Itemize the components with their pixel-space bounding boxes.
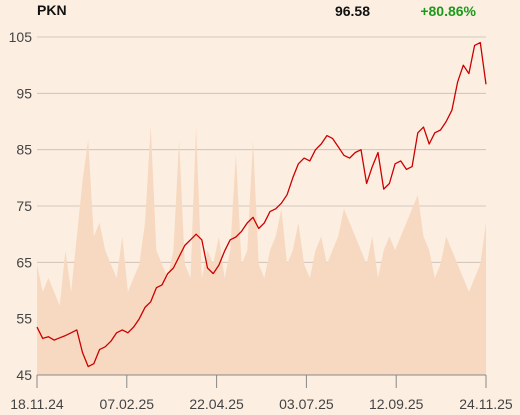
y-tick-label-75: 75 xyxy=(16,198,32,214)
x-tick-label: 12.09.25 xyxy=(369,396,424,412)
y-tick-label-45: 45 xyxy=(16,367,32,383)
ticker-symbol: PKN xyxy=(37,2,67,18)
x-tick-label: 07.02.25 xyxy=(100,396,155,412)
volume-area xyxy=(37,125,486,375)
price-line xyxy=(36,41,487,368)
y-tick-label-105: 105 xyxy=(9,29,33,45)
y-tick-label-95: 95 xyxy=(16,85,32,101)
y-tick-label-85: 85 xyxy=(16,142,32,158)
x-tick-label: 24.11.25 xyxy=(459,396,513,412)
x-axis: 18.11.24 07.02.25 22.04.25 03.07.25 12.09.25… xyxy=(10,374,513,412)
x-tick-label: 22.04.25 xyxy=(189,396,244,412)
y-axis-ticks: 105 95 85 75 65 55 45 xyxy=(9,29,33,383)
last-price: 96.58 xyxy=(334,3,370,19)
x-tick-label: 03.07.25 xyxy=(279,396,334,412)
y-tick-label-65: 65 xyxy=(16,254,32,270)
change-percent: +80.86% xyxy=(420,3,476,19)
chart-header: PKN 96.58 +80.86% xyxy=(0,0,520,22)
y-tick-label-55: 55 xyxy=(16,311,32,327)
x-tick-label: 18.11.24 xyxy=(10,396,64,412)
